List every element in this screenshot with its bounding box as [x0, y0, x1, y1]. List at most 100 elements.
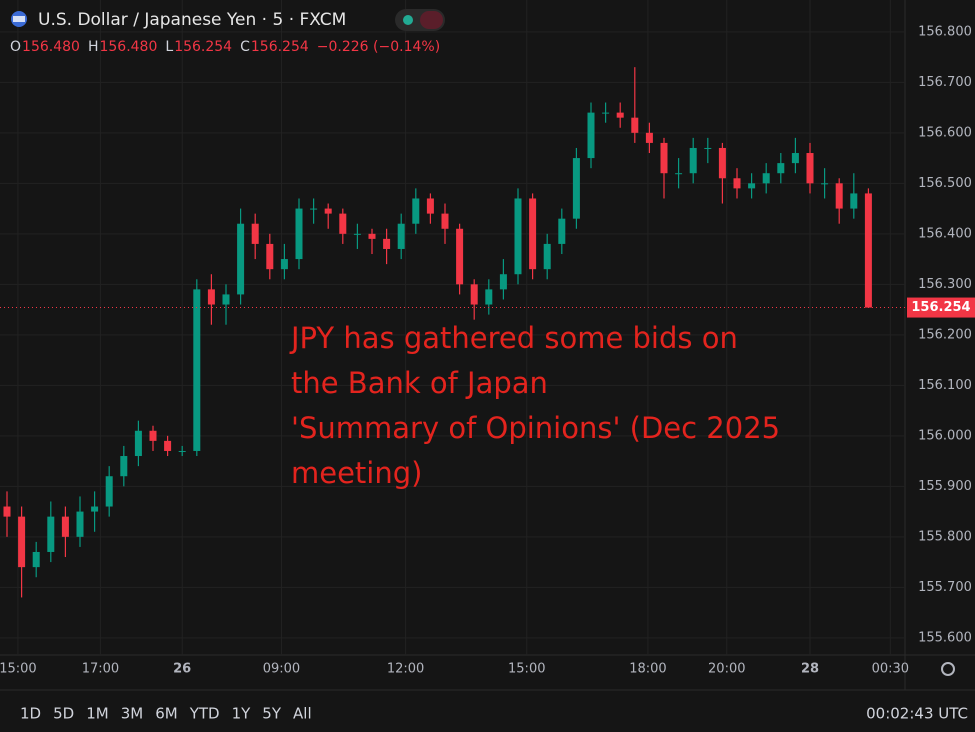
candle-body: [470, 284, 478, 305]
y-tick-label: 156.300: [918, 277, 972, 292]
candle-body: [456, 228, 464, 285]
candle-body: [733, 178, 741, 189]
candle-body: [718, 147, 726, 179]
candle-body: [310, 208, 318, 210]
range-button[interactable]: 1M: [86, 705, 109, 723]
y-tick-label: 155.700: [918, 580, 972, 595]
candle-body: [821, 183, 829, 185]
candle-body: [251, 223, 259, 244]
candle-body: [485, 289, 493, 305]
candle-body: [864, 193, 872, 308]
candle-body: [412, 198, 420, 224]
candle-body: [704, 147, 712, 149]
candle-body: [266, 243, 274, 270]
candle-body: [850, 193, 858, 209]
y-tick-label: 156.800: [918, 24, 972, 39]
overlay: 155.600 155.700 155.800 155.900 156.000 156.1…: [0, 24, 975, 677]
candle-body: [514, 198, 522, 275]
candle-body: [777, 163, 785, 174]
market-open-dot: [403, 15, 413, 25]
ohlc-key: O: [10, 39, 21, 55]
candle-body: [76, 511, 84, 537]
last-price-label: 156.254: [911, 300, 970, 315]
candle-body: [543, 243, 551, 270]
toolbar: 1D 5D 1M 3M 6M YTD 1Y 5Y All: [20, 705, 312, 723]
y-tick-label: 156.000: [918, 428, 972, 443]
x-tick-label: 00:30: [872, 662, 909, 677]
y-tick-label: 155.600: [918, 630, 972, 645]
y-tick-label: 156.200: [918, 327, 972, 342]
candle-body: [324, 208, 332, 214]
x-tick-label: 28: [801, 662, 819, 677]
candle-body: [3, 506, 11, 517]
candle-body: [237, 223, 245, 295]
annotation-line: 'Summary of Opinions' (Dec 2025: [291, 411, 780, 445]
candle-body: [689, 147, 697, 174]
candle-body: [587, 112, 595, 159]
candle-body: [426, 198, 434, 214]
candle-body: [397, 223, 405, 249]
range-button[interactable]: 1D: [20, 705, 41, 723]
range-button[interactable]: YTD: [189, 705, 220, 723]
range-button[interactable]: 1Y: [232, 705, 252, 723]
candle-body: [383, 238, 391, 249]
annotation-line: the Bank of Japan: [291, 366, 548, 400]
candle-body: [441, 213, 449, 229]
candle-body: [631, 117, 639, 133]
y-tick-label: 156.700: [918, 75, 972, 90]
candle-body: [616, 112, 624, 118]
candle-body: [61, 516, 69, 537]
ohlc-value: 156.254: [251, 39, 309, 55]
clock: 00:02:43 UTC: [866, 705, 968, 723]
candle-body: [120, 456, 128, 477]
x-tick-label: 18:00: [629, 662, 666, 677]
candle-body: [748, 183, 756, 189]
candle-body: [558, 218, 566, 244]
last-price-tag: [907, 297, 975, 318]
candle-body: [675, 173, 683, 175]
status-icon: [420, 11, 443, 29]
settings-icon[interactable]: [941, 662, 955, 676]
range-button[interactable]: All: [293, 705, 312, 723]
x-tick-label: 26: [173, 662, 191, 677]
candle-body: [499, 274, 507, 290]
ohlc-value: 156.480: [99, 39, 157, 55]
annotation-line: JPY has gathered some bids on: [289, 321, 738, 355]
candle-body: [178, 450, 186, 452]
candle-body: [18, 516, 26, 568]
ohlc-header: O 156.480 H 156.480 L 156.254 C 156.254 −0.226 (…: [10, 39, 440, 55]
candle-body: [791, 153, 799, 164]
x-tick-label: 15:00: [0, 662, 37, 677]
x-tick-label: 15:00: [508, 662, 545, 677]
y-tick-label: 156.500: [918, 176, 972, 191]
candle-body: [295, 208, 303, 260]
candles: [3, 67, 872, 598]
ohlc-key: L: [165, 39, 173, 55]
symbol-title[interactable]: U.S. Dollar / Japanese Yen · 5 · FXCM: [38, 10, 346, 30]
candle-body: [368, 233, 376, 239]
ohlc-key: H: [88, 39, 99, 55]
x-tick-label: 09:00: [263, 662, 300, 677]
range-button[interactable]: 6M: [155, 705, 178, 723]
candle-body: [91, 506, 99, 512]
y-tick-label: 156.600: [918, 125, 972, 140]
flag-icon-stripe: [13, 16, 25, 22]
candle-body: [207, 289, 215, 305]
candle-body: [835, 183, 843, 209]
x-tick-label: 17:00: [82, 662, 119, 677]
y-tick-label: 155.900: [918, 479, 972, 494]
candle-body: [164, 440, 172, 451]
candle-body: [105, 476, 113, 507]
candle-body: [47, 516, 55, 552]
candle-body: [32, 551, 40, 568]
range-button[interactable]: 5Y: [262, 705, 282, 723]
range-button[interactable]: 5D: [53, 705, 74, 723]
change-value: −0.226 (−0.14%): [317, 39, 440, 55]
y-tick-label: 156.400: [918, 226, 972, 241]
y-tick-label: 155.800: [918, 529, 972, 544]
x-tick-label: 20:00: [708, 662, 745, 677]
ohlc-key: C: [240, 39, 250, 55]
range-button[interactable]: 3M: [121, 705, 144, 723]
